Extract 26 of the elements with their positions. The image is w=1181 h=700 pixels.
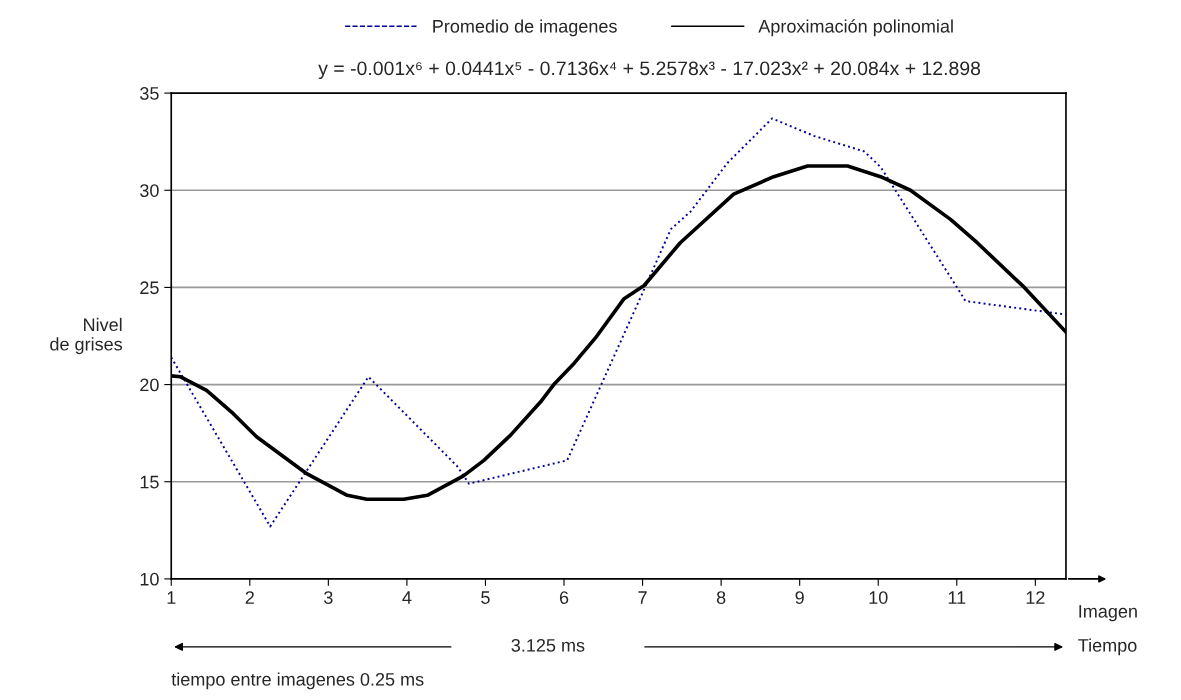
legend-label: Aproximación polinomial (758, 19, 953, 37)
chart-subtitle: y = -0.001x⁶ + 0.0441x⁵ - 0.7136x⁴ + 5.2578x³ - 17.023x² + 20.084x + 12.898 (318, 61, 981, 80)
x-tick-label: 5 (481, 591, 490, 604)
x-tick-label: 9 (795, 591, 804, 604)
x-tick-label: 7 (638, 591, 647, 604)
text: 3.125 ms (511, 638, 585, 652)
y-tick-label: 20 (140, 378, 159, 392)
y-tick-label: 35 (140, 87, 159, 100)
y-tick-label: 25 (140, 281, 159, 295)
x-tick-label: 12 (1026, 591, 1045, 604)
y-tick-label: 15 (140, 475, 159, 489)
x-tick-label: 2 (245, 591, 254, 604)
text: Tiempo (1078, 638, 1137, 656)
x-tick-label: 10 (869, 591, 888, 604)
x-tick-label: 8 (716, 591, 726, 604)
text: Imagen (1079, 605, 1137, 622)
x-tick-label: 4 (402, 591, 412, 604)
y-axis-title: Nivel de grises (50, 317, 123, 355)
legend-label: Promedio de imagenes (433, 19, 617, 37)
y-tick-label: 30 (140, 184, 159, 197)
text: tiempo entre imagenes 0.25 ms (171, 672, 424, 690)
x-tick-label: 3 (324, 591, 333, 604)
x-tick-label: 1 (167, 591, 176, 604)
y-tick-label: 10 (140, 572, 159, 586)
x-tick-label: 11 (948, 591, 966, 604)
x-tick-label: 6 (559, 591, 569, 604)
